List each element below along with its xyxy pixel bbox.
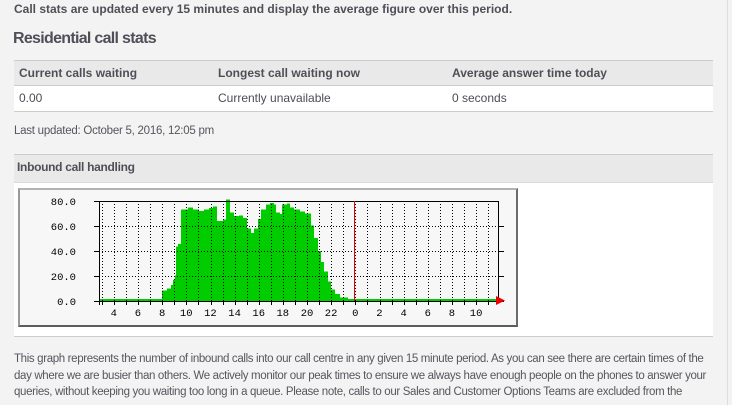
svg-text:20: 20 [301, 308, 314, 320]
svg-text:4: 4 [400, 308, 406, 320]
svg-text:18: 18 [276, 308, 289, 320]
svg-text:4: 4 [111, 308, 117, 320]
svg-text:60.0: 60.0 [51, 222, 76, 234]
svg-text:10: 10 [180, 308, 193, 320]
svg-text:40.0: 40.0 [51, 247, 76, 259]
svg-text:0.0: 0.0 [57, 297, 76, 309]
svg-text:12: 12 [204, 308, 217, 320]
svg-text:0: 0 [352, 308, 358, 320]
svg-text:8: 8 [449, 308, 455, 320]
svg-text:10: 10 [470, 308, 483, 320]
svg-text:14: 14 [228, 308, 241, 320]
svg-text:80.0: 80.0 [51, 197, 76, 209]
svg-text:22: 22 [325, 308, 338, 320]
svg-text:2: 2 [376, 308, 382, 320]
svg-text:16: 16 [252, 308, 265, 320]
svg-text:6: 6 [425, 308, 431, 320]
svg-text:8: 8 [159, 308, 165, 320]
svg-text:6: 6 [135, 308, 141, 320]
svg-text:20.0: 20.0 [51, 272, 76, 284]
